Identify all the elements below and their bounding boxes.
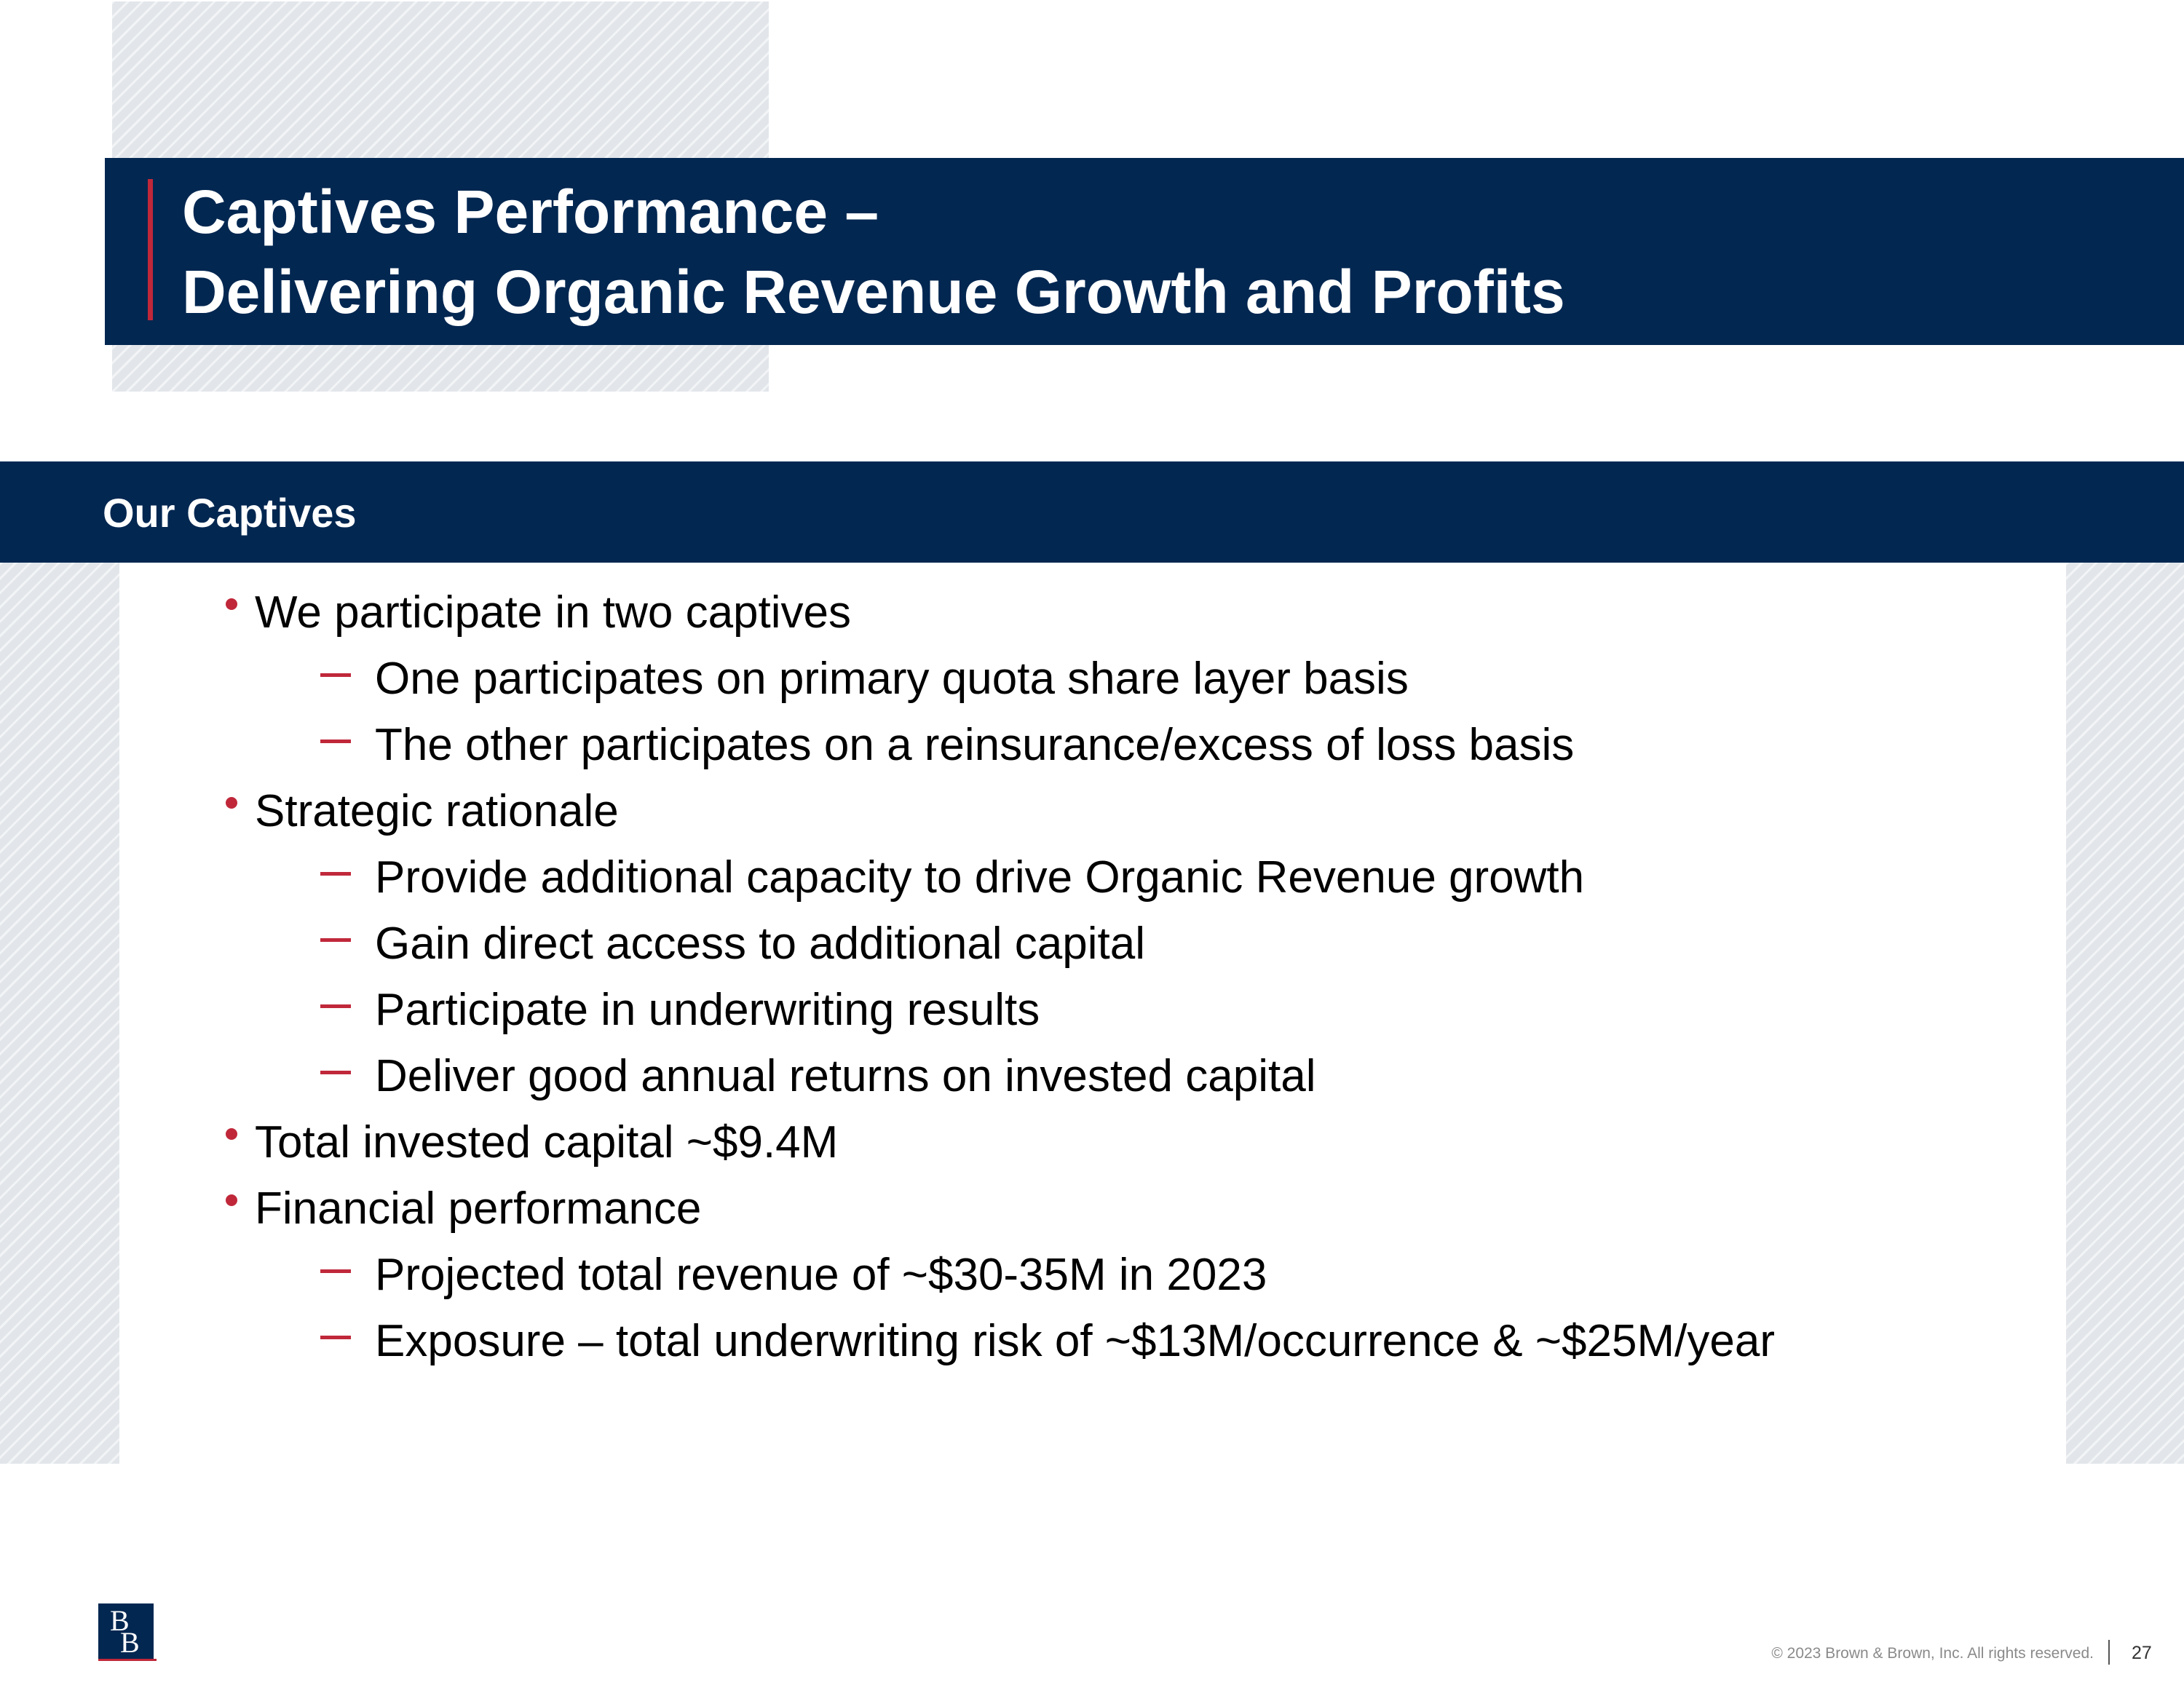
- bullet-dot-icon: [226, 598, 237, 610]
- dash-bullet-icon: [320, 673, 351, 677]
- title-accent-bar: [148, 179, 153, 320]
- sub-bullet-text: Exposure – total underwriting risk of ~$…: [375, 1316, 1775, 1366]
- page-number: 27: [2132, 1643, 2152, 1663]
- dash-bullet-icon: [320, 740, 351, 743]
- slide-title: Captives Performance – Delivering Organi…: [182, 172, 1565, 332]
- bullet-dot-icon: [226, 1128, 237, 1140]
- section-title: Our Captives: [103, 490, 357, 536]
- slide-title-line-2: Delivering Organic Revenue Growth and Pr…: [182, 258, 1565, 326]
- logo-letter-top: B: [110, 1604, 130, 1637]
- dash-bullet-icon: [320, 1004, 351, 1008]
- sub-bullet-text: Participate in underwriting results: [375, 985, 1040, 1035]
- dash-bullet-icon: [320, 1336, 351, 1339]
- decorative-hatch-left: [0, 563, 119, 1464]
- dash-bullet-icon: [320, 1071, 351, 1074]
- bullet-text: We participate in two captives: [255, 587, 852, 638]
- bullet-text: Total invested capital ~$9.4M: [255, 1117, 839, 1167]
- logo-monogram: B B: [98, 1603, 154, 1659]
- dash-bullet-icon: [320, 872, 351, 876]
- logo-underline: [98, 1659, 157, 1661]
- sub-bullet-text: The other participates on a reinsurance/…: [375, 720, 1575, 770]
- sub-bullet-text: Gain direct access to additional capital: [375, 919, 1146, 969]
- sub-bullet-text: Projected total revenue of ~$30-35M in 2…: [375, 1250, 1267, 1300]
- section-header-band: [0, 461, 2184, 563]
- copyright-notice: © 2023 Brown & Brown, Inc. All rights re…: [1771, 1645, 2094, 1662]
- dash-bullet-icon: [320, 938, 351, 942]
- slide-title-line-1: Captives Performance –: [182, 178, 879, 246]
- sub-bullet-text: One participates on primary quota share …: [375, 654, 1409, 704]
- sub-bullet-text: Provide additional capacity to drive Org…: [375, 852, 1585, 903]
- bullet-text: Strategic rationale: [255, 786, 619, 836]
- company-logo: [98, 1603, 154, 1659]
- footer-divider: [2108, 1640, 2110, 1665]
- dash-bullet-icon: [320, 1269, 351, 1273]
- title-banner: [105, 158, 2184, 345]
- sub-bullet-text: Deliver good annual returns on invested …: [375, 1051, 1316, 1101]
- bullet-text: Financial performance: [255, 1184, 702, 1234]
- bullet-dot-icon: [226, 1194, 237, 1206]
- bullet-dot-icon: [226, 797, 237, 809]
- logo-letter-bottom: B: [120, 1626, 140, 1659]
- decorative-hatch-right: [2066, 563, 2184, 1464]
